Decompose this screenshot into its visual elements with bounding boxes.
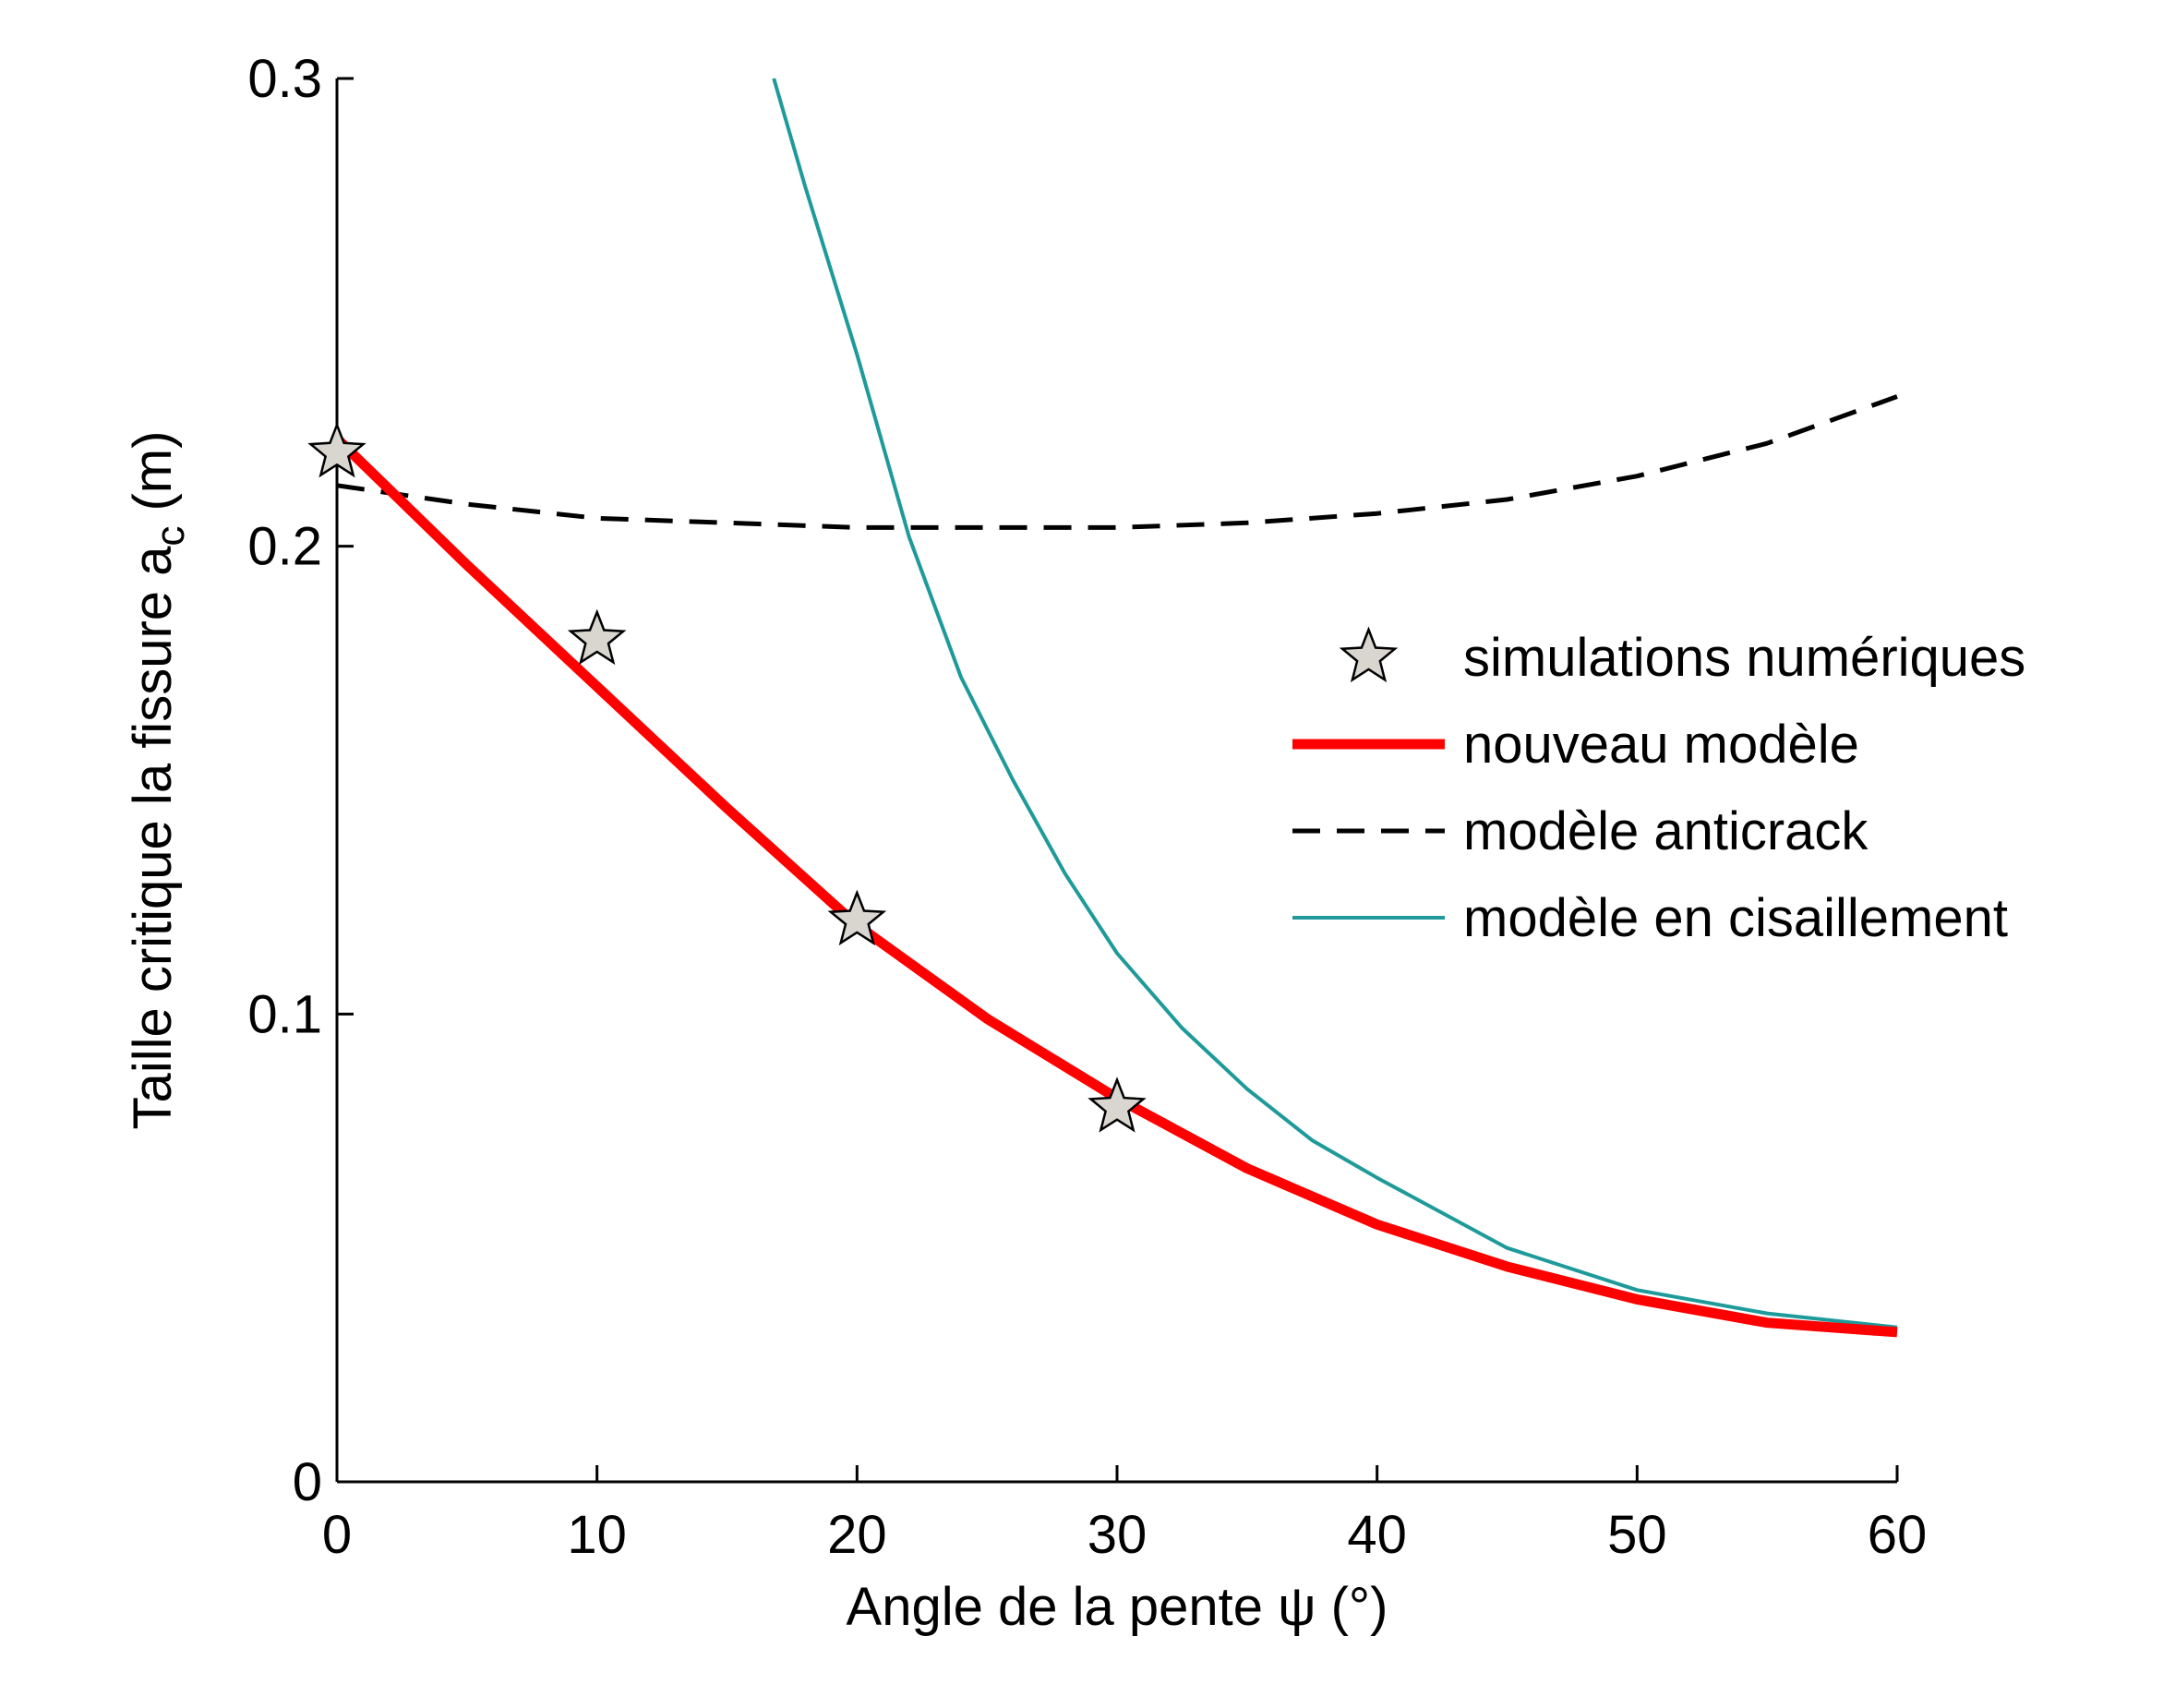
y-axis-title-unit: (m) — [123, 431, 183, 526]
x-tick-label: 50 — [1607, 1505, 1667, 1565]
x-tick-label: 30 — [1088, 1505, 1148, 1565]
x-tick-label: 40 — [1347, 1505, 1407, 1565]
y-axis-title-subscript: c — [148, 526, 193, 547]
y-ticks: 0 0.1 0.2 0.3 — [247, 49, 354, 1512]
legend-label-anticrack: modèle anticrack — [1463, 801, 1869, 861]
x-tick-label: 60 — [1868, 1505, 1928, 1565]
y-tick-label: 0 — [293, 1452, 322, 1512]
series-line-cisaillement — [772, 78, 1898, 1329]
y-axis-title: Taille critique la fissure ac (m) — [123, 431, 193, 1130]
data-point-star — [567, 608, 627, 666]
series-layer — [307, 78, 1898, 1338]
x-tick-label: 0 — [322, 1505, 352, 1565]
legend-label-nouveau: nouveau modèle — [1463, 715, 1859, 775]
x-axis-title: Angle de la pente ψ (°) — [847, 1577, 1388, 1637]
legend-label-sim: simulations numériques — [1463, 628, 2025, 688]
y-tick-label: 0.2 — [247, 517, 322, 577]
legend-marker-star — [1339, 626, 1399, 683]
legend: simulations numériques nouveau modèle modè… — [1292, 626, 2025, 948]
data-point-star — [307, 421, 367, 478]
data-point-star — [827, 889, 887, 946]
data-point-star — [1088, 1077, 1147, 1133]
y-axis-title-main: Taille critique la fissure a — [123, 546, 183, 1130]
plot-area: 0 10 20 30 40 50 60 0 0.1 0.2 0.3 — [247, 49, 1927, 1565]
series-line-nouveau — [333, 435, 1898, 1338]
x-tick-label: 20 — [827, 1505, 887, 1565]
y-tick-label: 0.1 — [247, 984, 322, 1044]
series-line-anticrack — [336, 394, 1898, 530]
y-tick-label: 0.3 — [247, 49, 322, 109]
legend-label-cisaillement: modèle en cisaillement — [1463, 888, 2008, 948]
x-tick-label: 10 — [567, 1505, 627, 1565]
x-ticks: 0 10 20 30 40 50 60 — [322, 1465, 1927, 1565]
